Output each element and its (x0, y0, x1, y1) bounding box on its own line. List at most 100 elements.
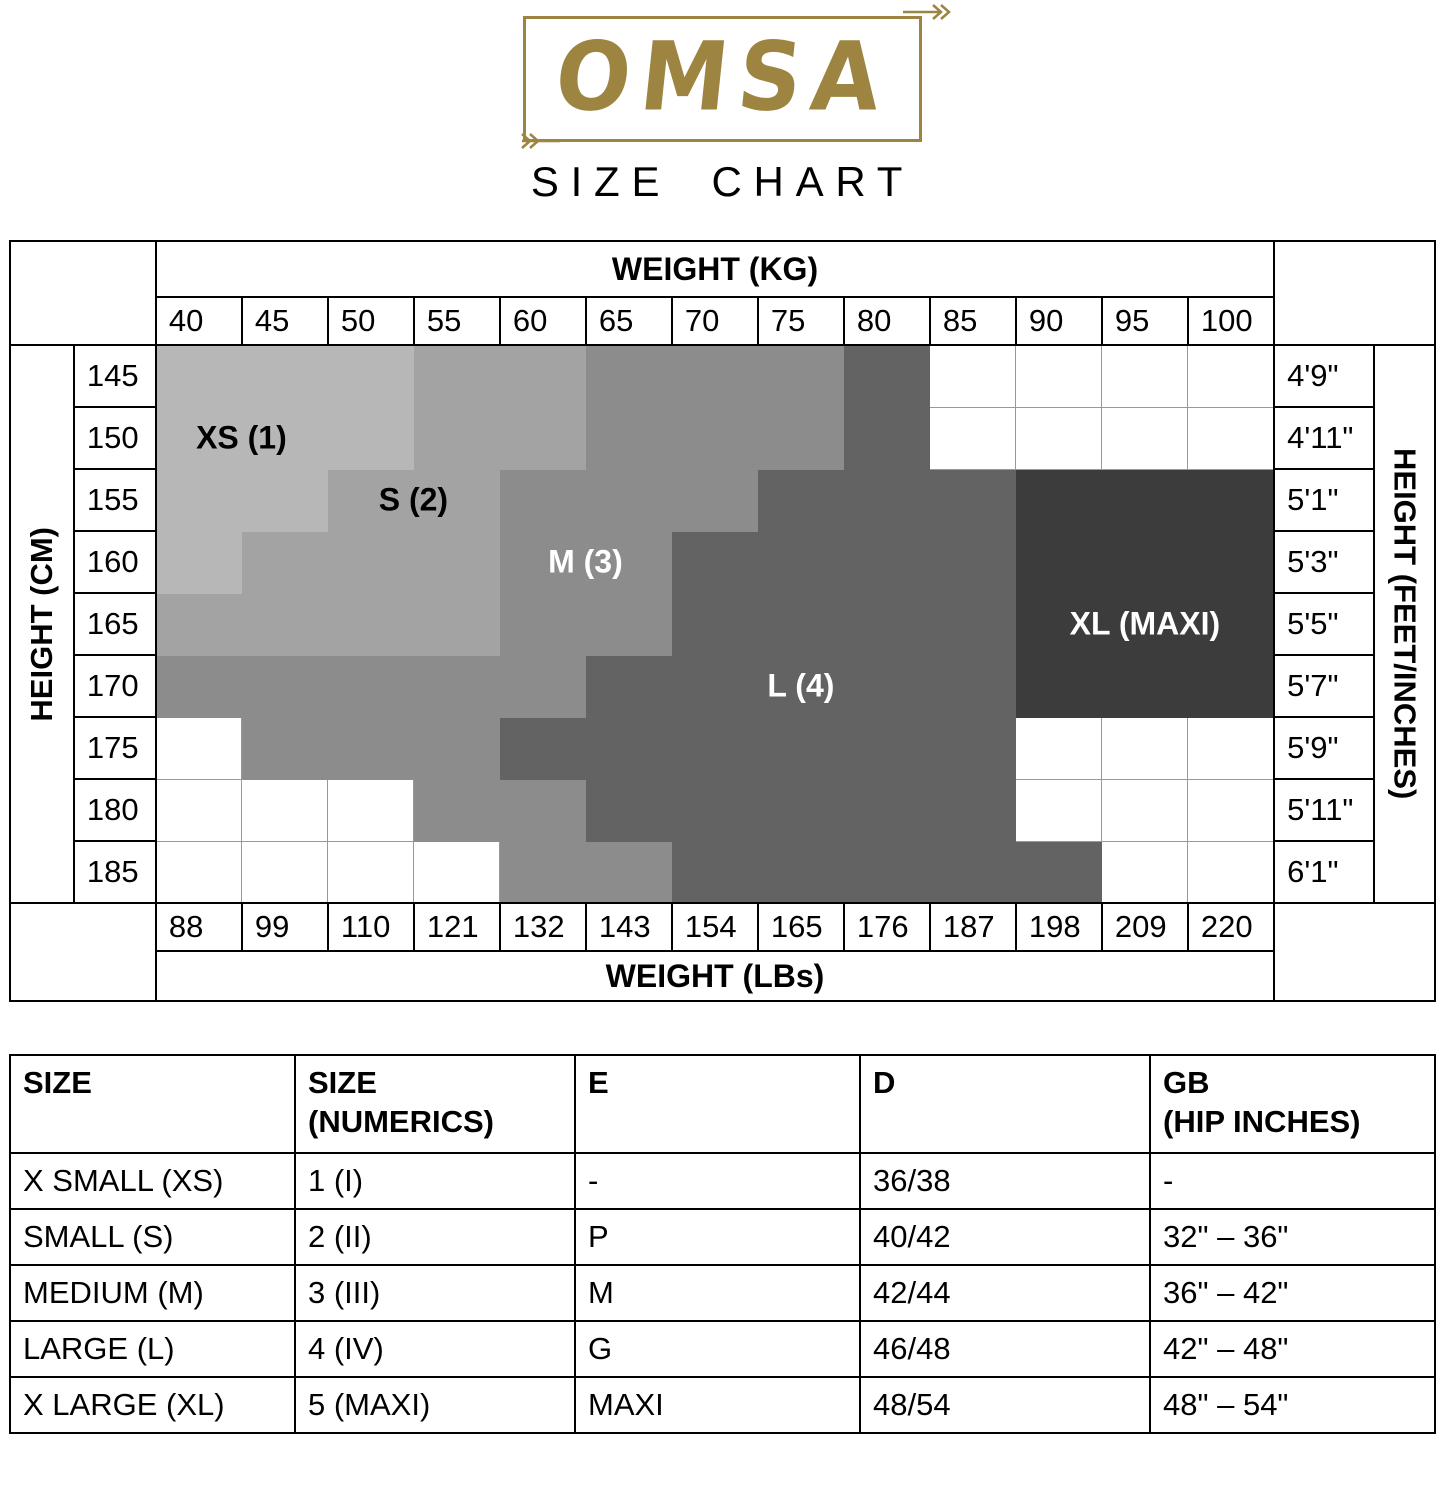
grid-cell: XS (1) (155, 406, 287, 470)
height-cm-axis-cell: HEIGHT (CM) (8, 344, 75, 904)
height-ft-axis-cell: HEIGHT (FEET/INCHES) (1373, 344, 1437, 904)
size-table-header: E (574, 1054, 861, 1154)
size-grid-chart: WEIGHT (KG) 40 45 50 55 60 65 70 75 80 85 90 95 100 HE… (8, 240, 1437, 1002)
weight-lbs-tick: 99 (240, 902, 329, 952)
grid-cell (413, 406, 501, 470)
size-table-cell: 42/44 (859, 1264, 1151, 1322)
weight-lbs-tick: 198 (1014, 902, 1103, 952)
grid-cell (1015, 406, 1103, 470)
grid-cell (1187, 778, 1275, 842)
grid-cell (671, 716, 759, 780)
grid-cell (843, 840, 931, 904)
height-cm-tick: 180 (72, 778, 157, 842)
grid-cell (585, 778, 673, 842)
grid-cell (671, 778, 759, 842)
grid-cell (757, 406, 845, 470)
grid-cell (413, 592, 501, 656)
grid-cell (499, 840, 587, 904)
weight-lbs-tick: 165 (756, 902, 845, 952)
grid-cell (241, 778, 329, 842)
grid-cell (757, 530, 845, 594)
grid-cell (413, 530, 501, 594)
grid-cell (241, 592, 329, 656)
weight-kg-tick: 45 (240, 296, 329, 346)
grid-cell (499, 592, 587, 656)
grid-cell (327, 654, 415, 718)
size-table-cell: 36/38 (859, 1152, 1151, 1210)
grid-corner-bottom-right (1273, 902, 1437, 1002)
grid-cell (241, 840, 329, 904)
size-table-cell: 48" – 54" (1149, 1376, 1436, 1434)
height-ft-tick: 5'3" (1273, 530, 1376, 594)
grid-cell: S (2) (327, 468, 448, 532)
grid-cell (671, 468, 759, 532)
grid-cell (929, 592, 1017, 656)
grid-cell (499, 716, 587, 780)
grid-cell (843, 716, 931, 780)
grid-cell (843, 654, 931, 718)
page-title: SIZE CHART (530, 158, 915, 205)
grid-cell (1015, 778, 1103, 842)
size-table-header-line: GB (1163, 1065, 1210, 1100)
grid-cell (1015, 468, 1103, 532)
logo-arrow-icon (903, 4, 952, 20)
grid-cell (241, 406, 329, 470)
weight-kg-tick: 75 (756, 296, 845, 346)
grid-cell (929, 530, 1017, 594)
height-cm-tick: 185 (72, 840, 157, 904)
height-cm-tick: 150 (72, 406, 157, 470)
height-cm-tick: 145 (72, 344, 157, 408)
size-table-cell: 48/54 (859, 1376, 1151, 1434)
grid-cell (671, 840, 759, 904)
size-table-cell: SMALL (S) (9, 1208, 296, 1266)
size-table-cell: 46/48 (859, 1320, 1151, 1378)
grid-cell (1101, 406, 1189, 470)
size-table-cell: 3 (III) (294, 1264, 576, 1322)
brand-logo: OMSA (520, 4, 952, 149)
grid-cell (1015, 840, 1103, 904)
weight-lbs-tick: 220 (1186, 902, 1276, 952)
weight-kg-tick: 40 (154, 296, 243, 346)
size-table-cell: 32" – 36" (1149, 1208, 1436, 1266)
size-table: SIZE SIZE (NUMERICS) E D GB (HIP INCHES) X SMAL… (9, 1054, 1436, 1434)
grid-cell (327, 592, 415, 656)
size-table-cell: 1 (I) (294, 1152, 576, 1210)
grid-cell (843, 530, 931, 594)
grid-cell (1187, 468, 1275, 532)
size-table-cell: P (574, 1208, 861, 1266)
weight-lbs-tick: 209 (1100, 902, 1189, 952)
grid-cell (671, 406, 759, 470)
size-table-header-line: (NUMERICS) (308, 1103, 494, 1139)
grid-cell (929, 716, 1017, 780)
grid-cell (757, 468, 845, 532)
height-ft-tick: 5'1" (1273, 468, 1376, 532)
grid-cell (929, 406, 1017, 470)
grid-cell (671, 344, 759, 408)
grid-cell (671, 654, 759, 718)
grid-cell (499, 344, 587, 408)
height-cm-tick: 170 (72, 654, 157, 718)
grid-cell (241, 716, 329, 780)
grid-cell (155, 840, 243, 904)
grid-cell (327, 840, 415, 904)
weight-kg-tick: 80 (842, 296, 931, 346)
weight-lbs-tick: 176 (842, 902, 931, 952)
size-table-row: X SMALL (XS) 1 (I) -36/38- (9, 1152, 1436, 1210)
size-table-header-line: E (588, 1065, 609, 1100)
size-table-cell: - (574, 1152, 861, 1210)
logo-arrow-icon (520, 133, 560, 149)
grid-cell (327, 530, 415, 594)
grid-cell (929, 468, 1017, 532)
grid-cell (155, 716, 243, 780)
weight-lbs-tick: 143 (584, 902, 673, 952)
grid-cell (499, 778, 587, 842)
size-table-header-line: (HIP INCHES) (1163, 1103, 1361, 1139)
grid-cell (1015, 654, 1103, 718)
grid-cell (1015, 530, 1103, 594)
grid-cell (241, 530, 329, 594)
grid-cell (155, 468, 243, 532)
height-ft-tick: 5'9" (1273, 716, 1376, 780)
grid-cell (499, 654, 587, 718)
grid-cell (413, 654, 501, 718)
size-table-cell: 42" – 48" (1149, 1320, 1436, 1378)
